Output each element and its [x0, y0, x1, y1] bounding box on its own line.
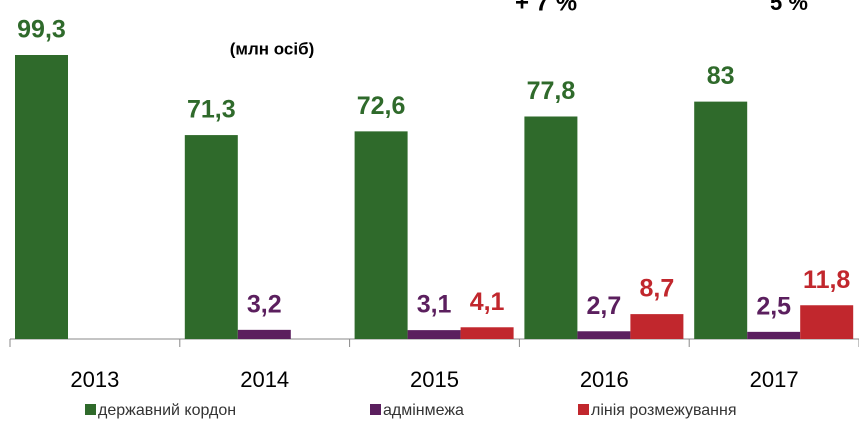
- bar: [694, 102, 747, 339]
- bar: [747, 332, 800, 339]
- value-label: 2,5: [756, 292, 791, 320]
- bar: [15, 55, 68, 339]
- value-label: 3,2: [247, 290, 282, 318]
- bar: [461, 327, 514, 339]
- value-label: 72,6: [357, 92, 406, 120]
- bar: [185, 135, 238, 339]
- x-tick-label: 2014: [240, 367, 289, 392]
- legend-label: державний кордон: [98, 402, 236, 419]
- bar: [408, 330, 461, 339]
- legend-swatch: [370, 404, 381, 415]
- x-tick-label: 2015: [410, 367, 459, 392]
- legend-swatch: [578, 404, 589, 415]
- legend-label: лінія розмежування: [591, 402, 737, 419]
- annotation: + 7 %: [515, 0, 577, 16]
- value-label: 3,1: [417, 291, 452, 319]
- value-label: 77,8: [527, 77, 576, 105]
- value-label: 71,3: [187, 96, 236, 124]
- x-tick-label: 2016: [580, 367, 629, 392]
- value-label: 8,7: [640, 275, 675, 303]
- annotation: 5 %: [770, 0, 808, 15]
- x-tick-label: 2017: [750, 367, 799, 392]
- bar: [630, 314, 683, 339]
- value-label: 2,7: [587, 292, 622, 320]
- value-label: 4,1: [470, 288, 505, 316]
- legend-swatch: [85, 404, 96, 415]
- value-label: 99,3: [17, 16, 66, 44]
- x-tick-label: 2013: [70, 367, 119, 392]
- bar: [238, 330, 291, 339]
- bar: [800, 305, 853, 339]
- bar: [355, 131, 408, 339]
- chart: (млн осіб) + 7 % 5 % 2013 99,3 2014 71,3 3,2…: [0, 0, 859, 427]
- bar: [577, 331, 630, 339]
- bar: [524, 116, 577, 339]
- legend-label: адмінмежа: [383, 402, 464, 419]
- chart-subtitle: (млн осіб): [230, 39, 315, 58]
- value-label: 11,8: [803, 266, 850, 294]
- value-label: 83: [707, 62, 735, 90]
